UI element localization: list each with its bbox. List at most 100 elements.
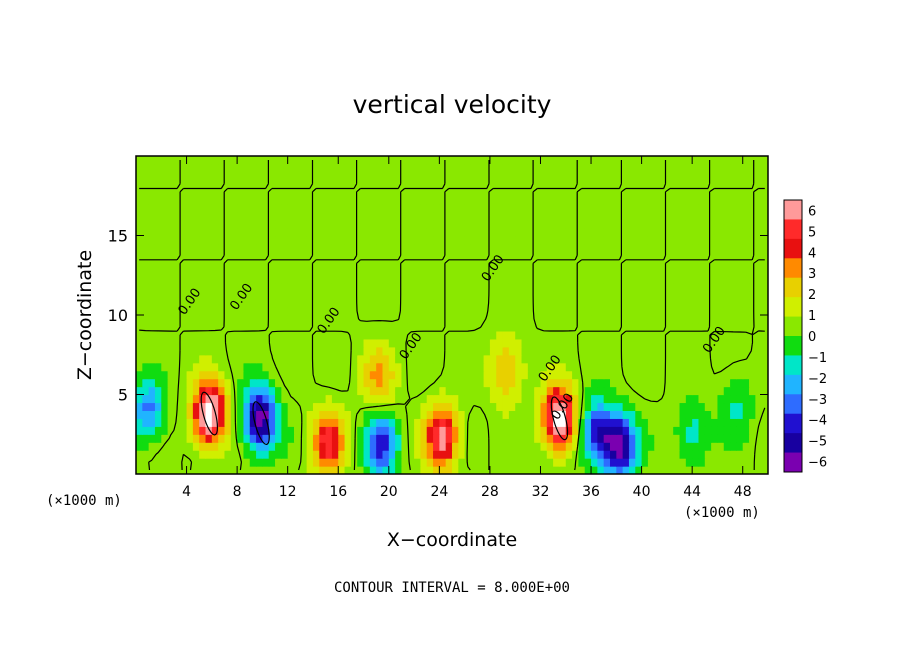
field-cell bbox=[654, 458, 662, 467]
field-cell bbox=[268, 338, 276, 348]
field-cell bbox=[186, 362, 194, 372]
field-cell bbox=[243, 163, 251, 173]
field-cell bbox=[136, 338, 143, 348]
field-cell bbox=[622, 156, 630, 165]
field-cell bbox=[414, 434, 421, 443]
field-cell bbox=[654, 410, 662, 419]
field-cell bbox=[154, 346, 162, 356]
field-cell bbox=[237, 299, 245, 308]
field-cell bbox=[312, 179, 320, 189]
field-cell bbox=[275, 203, 282, 213]
field-cell bbox=[445, 275, 453, 284]
field-cell bbox=[761, 179, 768, 189]
field-cell bbox=[635, 275, 643, 284]
field-cell bbox=[331, 211, 339, 221]
field-cell bbox=[565, 203, 573, 213]
field-cell bbox=[312, 402, 320, 411]
field-cell bbox=[369, 267, 377, 276]
field-cell bbox=[742, 251, 750, 260]
field-cell bbox=[401, 458, 409, 467]
field-cell bbox=[395, 203, 403, 213]
field-cell bbox=[591, 227, 598, 237]
field-cell bbox=[142, 394, 150, 404]
field-cell bbox=[584, 378, 592, 388]
field-cell bbox=[464, 307, 472, 316]
field-cell bbox=[679, 346, 687, 356]
field-cell bbox=[666, 219, 674, 229]
field-cell bbox=[673, 227, 681, 237]
field-cell bbox=[268, 275, 276, 284]
field-cell bbox=[502, 275, 510, 284]
field-cell bbox=[243, 394, 251, 404]
field-cell bbox=[186, 283, 194, 292]
field-cell bbox=[761, 235, 768, 245]
field-cell bbox=[483, 410, 491, 419]
field-cell bbox=[300, 171, 308, 181]
field-cell bbox=[597, 283, 605, 292]
field-cell bbox=[199, 354, 207, 364]
field-cell bbox=[319, 291, 327, 300]
contour-interval-note: CONTOUR INTERVAL = 8.000E+00 bbox=[334, 580, 570, 596]
field-cell bbox=[755, 354, 763, 364]
field-cell bbox=[268, 307, 276, 316]
field-cell bbox=[496, 283, 504, 292]
field-cell bbox=[502, 426, 510, 435]
field-cell bbox=[306, 338, 314, 348]
field-cell bbox=[224, 346, 232, 356]
field-cell bbox=[628, 466, 636, 474]
field-cell bbox=[148, 203, 156, 213]
field-cell bbox=[698, 243, 706, 252]
field-cell bbox=[692, 283, 700, 292]
field-cell bbox=[704, 307, 712, 316]
field-cell bbox=[192, 442, 200, 451]
field-cell bbox=[338, 410, 346, 419]
field-cell bbox=[420, 330, 428, 340]
field-cell bbox=[622, 394, 630, 404]
field-cell bbox=[433, 211, 440, 221]
field-cell bbox=[154, 156, 162, 165]
field-cell bbox=[736, 307, 744, 316]
field-cell bbox=[704, 330, 712, 340]
field-cell bbox=[553, 235, 561, 245]
field-cell bbox=[540, 235, 548, 245]
field-cell bbox=[698, 275, 706, 284]
field-cell bbox=[515, 458, 523, 467]
field-cell bbox=[730, 307, 737, 316]
field-cell bbox=[243, 251, 251, 260]
field-cell bbox=[388, 227, 396, 237]
field-cell bbox=[407, 291, 415, 300]
field-cell bbox=[230, 338, 238, 348]
field-cell bbox=[363, 291, 371, 300]
field-cell bbox=[610, 187, 617, 197]
field-cell bbox=[616, 338, 624, 348]
field-cell bbox=[685, 259, 693, 268]
field-cell bbox=[312, 370, 320, 380]
field-cell bbox=[591, 219, 598, 229]
field-cell bbox=[350, 211, 358, 221]
field-cell bbox=[534, 394, 542, 404]
field-cell bbox=[376, 338, 384, 348]
field-cell bbox=[540, 450, 548, 459]
field-cell bbox=[136, 450, 143, 459]
field-cell bbox=[154, 179, 162, 189]
field-cell bbox=[622, 219, 630, 229]
field-cell bbox=[230, 195, 238, 205]
field-cell bbox=[281, 163, 289, 173]
field-cell bbox=[534, 227, 542, 237]
field-cell bbox=[597, 450, 605, 459]
field-cell bbox=[218, 466, 226, 474]
field-cell bbox=[281, 458, 289, 467]
field-cell bbox=[319, 426, 327, 435]
field-cell bbox=[433, 370, 440, 380]
colorbar-swatch bbox=[784, 413, 802, 434]
field-cell bbox=[458, 187, 466, 197]
field-cell bbox=[350, 156, 358, 165]
field-cell bbox=[281, 283, 289, 292]
field-cell bbox=[249, 291, 257, 300]
field-cell bbox=[420, 442, 428, 451]
field-cell bbox=[192, 450, 200, 459]
field-cell bbox=[515, 291, 523, 300]
field-cell bbox=[205, 458, 213, 467]
field-cell bbox=[496, 442, 504, 451]
field-cell bbox=[489, 211, 497, 221]
